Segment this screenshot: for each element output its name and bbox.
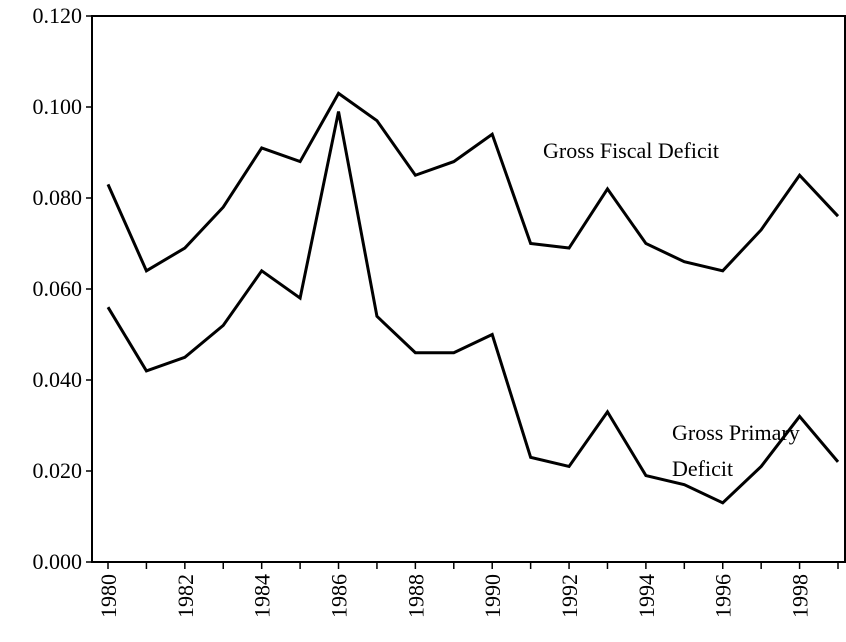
x-tick-label: 1998 bbox=[788, 574, 813, 618]
y-tick-label: 0.080 bbox=[33, 185, 83, 210]
series-line bbox=[106, 111, 840, 505]
series-line bbox=[106, 91, 840, 273]
x-tick-label: 1990 bbox=[480, 574, 505, 618]
y-tick-label: 0.100 bbox=[33, 94, 83, 119]
y-tick-label: 0.060 bbox=[33, 276, 83, 301]
annotation: Gross Fiscal Deficit bbox=[543, 138, 719, 163]
x-tick-label: 1992 bbox=[557, 574, 582, 618]
x-tick-label: 1996 bbox=[711, 574, 736, 618]
x-tick-label: 1988 bbox=[403, 574, 428, 618]
x-tick-label: 1986 bbox=[327, 574, 352, 618]
x-tick-label: 1982 bbox=[173, 574, 198, 618]
x-tick-label: 1994 bbox=[634, 574, 659, 618]
annotation: Deficit bbox=[672, 456, 733, 481]
x-tick-label: 1984 bbox=[250, 574, 275, 618]
annotation: Gross Primary bbox=[672, 420, 800, 445]
y-tick-label: 0.000 bbox=[33, 549, 83, 574]
x-tick-label: 1980 bbox=[96, 574, 121, 618]
y-tick-label: 0.040 bbox=[33, 367, 83, 392]
y-tick-label: 0.120 bbox=[33, 3, 83, 28]
y-tick-label: 0.020 bbox=[33, 458, 83, 483]
